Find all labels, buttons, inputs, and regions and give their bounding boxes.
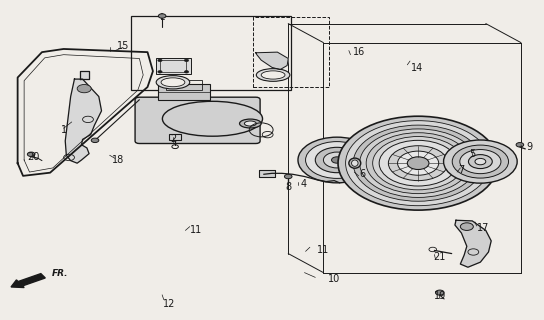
Circle shape (366, 133, 470, 194)
Bar (166, 80, 202, 90)
Bar (158, 84, 210, 100)
Circle shape (338, 116, 498, 210)
Circle shape (398, 151, 438, 175)
Bar (160, 60, 187, 72)
Text: 15: 15 (117, 41, 129, 51)
Circle shape (360, 129, 477, 197)
Circle shape (452, 145, 509, 178)
Circle shape (91, 138, 99, 142)
Bar (259, 171, 275, 178)
Text: 17: 17 (477, 223, 489, 233)
Text: 4: 4 (300, 179, 306, 189)
Bar (259, 171, 275, 178)
Ellipse shape (244, 121, 256, 126)
Text: 20: 20 (28, 152, 40, 162)
Bar (169, 134, 181, 140)
Circle shape (184, 70, 189, 73)
Text: 11: 11 (317, 245, 330, 255)
Circle shape (285, 174, 292, 179)
Text: 2: 2 (170, 134, 177, 144)
Bar (156, 58, 191, 74)
Polygon shape (256, 52, 288, 69)
Text: 10: 10 (328, 274, 341, 284)
Ellipse shape (349, 158, 361, 168)
Text: 8: 8 (285, 182, 291, 192)
Circle shape (468, 155, 492, 169)
Text: 6: 6 (360, 169, 366, 179)
Circle shape (345, 121, 491, 206)
Circle shape (298, 137, 376, 183)
Text: 18: 18 (112, 155, 124, 165)
Circle shape (158, 70, 162, 73)
Circle shape (158, 59, 162, 62)
Ellipse shape (351, 160, 358, 166)
Circle shape (460, 149, 501, 174)
Text: 12: 12 (163, 299, 175, 309)
Text: 11: 11 (190, 225, 202, 235)
Ellipse shape (261, 71, 285, 79)
Circle shape (184, 59, 189, 62)
Text: 16: 16 (353, 47, 364, 57)
Circle shape (158, 14, 166, 18)
Circle shape (407, 157, 429, 170)
Polygon shape (455, 220, 491, 267)
Circle shape (443, 140, 517, 183)
Circle shape (306, 142, 368, 178)
Circle shape (388, 146, 448, 180)
Circle shape (27, 152, 35, 156)
Text: 1: 1 (60, 125, 67, 135)
Circle shape (77, 84, 91, 93)
Ellipse shape (163, 101, 263, 136)
FancyArrow shape (11, 274, 45, 288)
Circle shape (379, 140, 457, 186)
Text: 19: 19 (434, 292, 446, 301)
Polygon shape (80, 71, 89, 79)
Circle shape (460, 223, 473, 230)
Circle shape (324, 152, 350, 168)
FancyBboxPatch shape (135, 97, 260, 143)
Circle shape (316, 147, 358, 173)
Circle shape (516, 142, 524, 147)
Text: 14: 14 (411, 63, 423, 73)
Bar (131, 16, 291, 90)
Text: 9: 9 (526, 142, 532, 152)
Text: 5: 5 (469, 149, 475, 159)
Bar (253, 17, 329, 87)
Circle shape (331, 157, 342, 163)
Circle shape (373, 137, 463, 190)
Circle shape (353, 125, 483, 201)
Ellipse shape (161, 78, 185, 87)
Ellipse shape (239, 119, 261, 128)
Circle shape (435, 290, 444, 295)
Text: 21: 21 (434, 252, 446, 262)
Polygon shape (65, 79, 102, 163)
Ellipse shape (256, 69, 290, 81)
Text: 7: 7 (458, 164, 465, 174)
Circle shape (475, 158, 486, 165)
Ellipse shape (156, 76, 190, 89)
Text: FR.: FR. (52, 269, 69, 278)
